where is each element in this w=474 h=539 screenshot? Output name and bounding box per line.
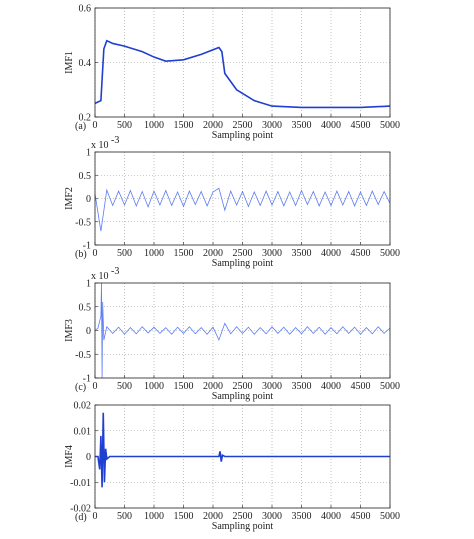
x-axis-label: Sampling point [212,130,274,141]
x-tick-label: 5000 [380,248,400,259]
x-tick-label: 1500 [174,511,194,522]
y-tick-label: 0.6 [79,4,92,15]
panel: 0 500 1000 1500 2000 2500 3000 3500 4000 4500 5000… [64,266,400,402]
x-tick-label: 4500 [351,248,371,259]
panel: 0 500 1000 1500 2000 2500 3000 3500 4000 4500 5000… [64,4,400,142]
x-axis-label: Sampling point [212,391,274,402]
x-tick-label: 500 [117,120,132,131]
x-tick-label: 4000 [321,511,341,522]
x-tick-label: 3000 [262,511,282,522]
plot-frame [94,404,391,509]
y-tick-label: -0.01 [70,478,91,489]
x-tick-label: 3500 [292,381,312,392]
x-tick-label: 5000 [380,511,400,522]
axis-multiplier: x 10 [91,271,109,282]
panel-label: (c) [75,382,86,393]
x-tick-label: 4500 [351,120,371,131]
y-tick-label: 0 [86,326,91,337]
panel: 0 500 1000 1500 2000 2500 3000 3500 4000 4500 5000… [64,401,400,533]
axis-multiplier-exponent: -3 [111,266,119,277]
x-tick-label: 3500 [292,120,312,131]
plot-frame [94,282,391,379]
y-tick-label: 0.5 [79,171,92,182]
axis-multiplier-exponent: -3 [111,135,119,146]
panel-label: (b) [75,249,87,260]
x-tick-label: 1000 [144,381,164,392]
data-line [94,282,391,379]
x-tick-label: 4500 [351,381,371,392]
plot-frame [94,7,391,118]
x-tick-label: 3000 [262,120,282,131]
y-tick-label: 1 [86,148,91,159]
x-tick-label: 2500 [233,381,253,392]
x-tick-label: 3500 [292,511,312,522]
x-tick-label: 0 [93,120,98,131]
panel-label: (d) [75,512,87,523]
y-tick-label: -1 [83,374,91,385]
x-tick-label: 1500 [174,248,194,259]
y-tick-label: 0.4 [79,58,92,69]
x-tick-label: 1500 [174,381,194,392]
x-tick-label: 2000 [203,381,223,392]
x-tick-label: 0 [93,381,98,392]
x-tick-label: 500 [117,248,132,259]
data-line [94,39,391,109]
y-tick-label: -1 [83,241,91,252]
x-tick-label: 1000 [144,511,164,522]
y-tick-label: 0 [86,452,91,463]
x-axis-label: Sampling point [212,258,274,269]
y-tick-label: 0.2 [79,113,92,124]
x-tick-label: 4000 [321,120,341,131]
x-tick-label: 3000 [262,248,282,259]
x-tick-label: 2000 [203,511,223,522]
x-tick-label: 1000 [144,120,164,131]
x-tick-label: 5000 [380,381,400,392]
axis-multiplier: x 10 [91,140,109,151]
x-tick-label: 2000 [203,120,223,131]
x-tick-label: 3000 [262,381,282,392]
y-tick-label: -0.5 [75,217,91,228]
y-tick-label: 0 [86,194,91,205]
x-tick-label: 4000 [321,248,341,259]
plot-frame [94,151,391,246]
data-line [95,412,390,488]
y-tick-label: 0.01 [74,426,92,437]
x-tick-label: 2500 [233,248,253,259]
y-axis-label: IMF2 [64,187,75,210]
x-tick-label: 500 [117,511,132,522]
data-line [94,187,391,232]
x-tick-label: 5000 [380,120,400,131]
x-tick-label: 500 [117,381,132,392]
x-tick-label: 1000 [144,248,164,259]
x-tick-label: 2500 [233,120,253,131]
x-tick-label: 4500 [351,511,371,522]
x-tick-label: 2000 [203,248,223,259]
y-tick-label: 1 [86,279,91,290]
panel-label: (a) [75,121,86,132]
x-tick-label: 0 [93,248,98,259]
y-axis-label: IMF4 [64,445,75,468]
panel: 0 500 1000 1500 2000 2500 3000 3500 4000 4500 5000… [64,135,400,269]
x-tick-label: 2500 [233,511,253,522]
x-axis-label: Sampling point [212,521,274,532]
y-tick-label: 0.5 [79,302,92,313]
x-tick-label: 4000 [321,381,341,392]
x-tick-label: 1500 [174,120,194,131]
y-tick-label: -0.02 [70,504,91,515]
x-tick-label: 3500 [292,248,312,259]
y-tick-label: -0.5 [75,350,91,361]
y-axis-label: IMF3 [64,319,75,342]
y-axis-label: IMF1 [64,51,75,74]
x-tick-label: 0 [93,511,98,522]
y-tick-label: 0.02 [74,401,92,412]
